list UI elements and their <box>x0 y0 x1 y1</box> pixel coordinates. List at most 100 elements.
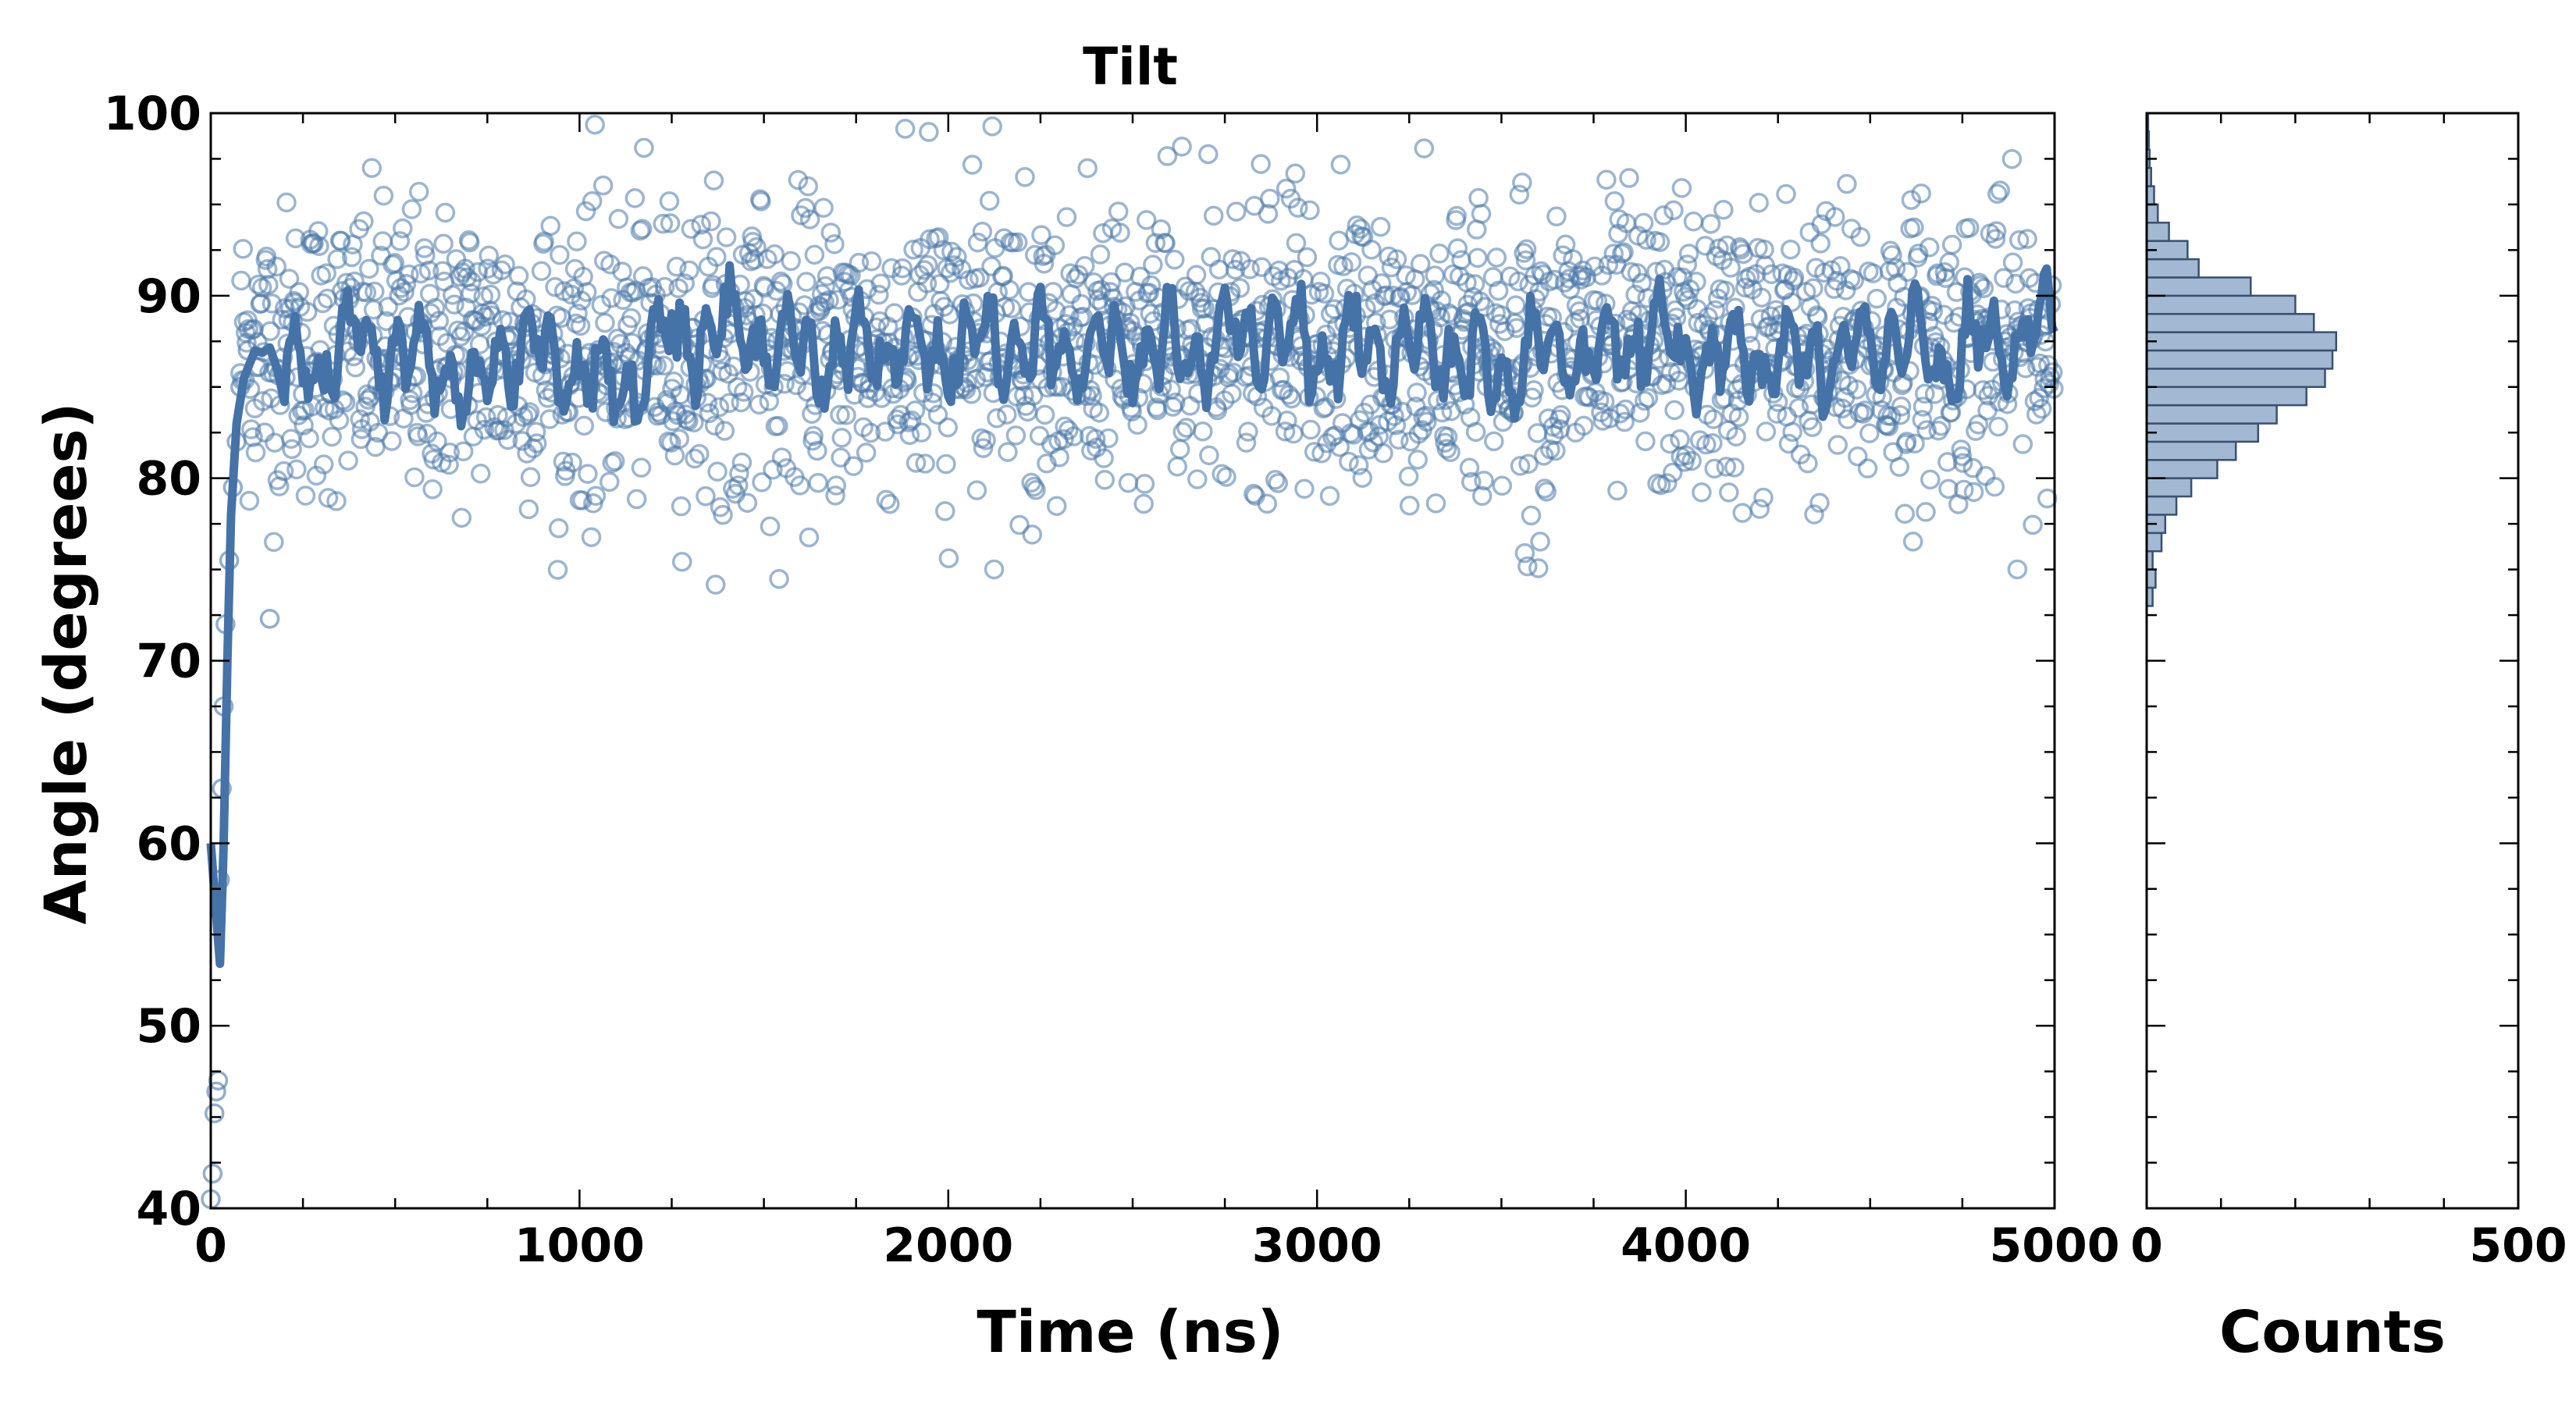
scatter-point <box>1251 154 1271 174</box>
scatter-point <box>1268 473 1288 493</box>
scatter-point <box>1379 246 1399 267</box>
scatter-point <box>422 478 443 500</box>
scatter-point <box>1407 450 1428 470</box>
scatter-point <box>1275 422 1296 442</box>
scatter-point <box>390 231 411 251</box>
scatter-point <box>905 400 926 421</box>
scatter-point <box>1133 493 1154 514</box>
scatter-point <box>1379 309 1400 330</box>
scatter-point <box>1990 180 2011 201</box>
scatter-point <box>329 410 350 431</box>
scatter-point <box>553 451 574 472</box>
scatter-point <box>696 486 716 507</box>
scatter-point <box>259 608 280 629</box>
scatter-point <box>495 254 515 275</box>
scatter-point <box>626 489 647 510</box>
scatter-point <box>527 433 547 454</box>
scatter-point <box>1719 482 1739 503</box>
scatter-point <box>1656 373 1677 394</box>
scatter-point <box>1363 432 1384 453</box>
scatter-point <box>1895 503 1916 524</box>
scatter-point <box>749 394 770 415</box>
scatter-point <box>1902 532 1923 552</box>
scatter-point <box>240 419 262 439</box>
scatter-point <box>1516 239 1537 259</box>
scatter-point <box>600 471 620 493</box>
scatter-point <box>433 233 454 254</box>
scatter-point <box>870 273 891 293</box>
scatter-point <box>258 275 279 295</box>
scatter-point <box>861 251 882 272</box>
scatter-point <box>1330 155 1351 175</box>
scatter-point <box>706 247 727 267</box>
x-tick-label: 4000 <box>1621 1218 1751 1273</box>
scatter-point <box>604 450 625 471</box>
scatter-point <box>518 499 539 520</box>
scatter-point <box>1386 249 1407 269</box>
scatter-point <box>807 440 827 461</box>
scatter-point <box>684 412 704 432</box>
scatter-point <box>1574 415 1594 436</box>
scatter-point <box>1803 278 1823 299</box>
scatter-point <box>286 459 307 480</box>
scatter-point <box>550 244 570 265</box>
scatter-point <box>1179 281 1200 301</box>
scatter-point <box>1901 190 1922 210</box>
scatter-point <box>1705 300 1726 321</box>
scatter-point <box>585 486 607 506</box>
scatter-point <box>1216 467 1236 487</box>
scatter-point <box>1347 215 1368 236</box>
scatter-point <box>435 202 456 223</box>
scatter-point <box>1085 429 1106 450</box>
scatter-point <box>1371 273 1392 293</box>
scatter-point <box>282 439 302 460</box>
scatter-point <box>1373 443 1393 464</box>
scatter-point <box>1810 233 1831 254</box>
scatter-point <box>547 560 568 580</box>
scatter-point <box>1031 225 1051 245</box>
scatter-point <box>906 453 927 473</box>
scatter-point <box>660 213 681 233</box>
scatter-point <box>1082 386 1102 406</box>
scatter-point <box>1015 167 1035 187</box>
scatter-point <box>257 258 278 279</box>
scatter-point <box>1026 480 1046 500</box>
scatter-point <box>2039 374 2059 394</box>
scatter-point <box>1678 244 1699 264</box>
scatter-point <box>746 237 767 258</box>
smoothed-line <box>206 261 2058 969</box>
scatter-point <box>1941 234 1962 255</box>
scatter-point <box>294 415 314 436</box>
scatter-point <box>679 260 699 281</box>
scatter-point <box>630 220 651 241</box>
scatter-point <box>1348 455 1369 475</box>
scatter-point <box>1850 226 1871 247</box>
scatter-point <box>1238 422 1258 442</box>
scatter-point <box>343 346 364 367</box>
scatter-point <box>361 158 382 179</box>
scatter-point <box>982 116 1002 137</box>
scatter-point <box>2002 252 2023 273</box>
histogram-bar <box>2145 532 2163 553</box>
scatter-point <box>2017 229 2037 249</box>
scatter-point <box>1670 429 1690 450</box>
scatter-point <box>1896 432 1917 452</box>
scatter-point <box>338 450 358 471</box>
scatter-point <box>508 265 529 286</box>
scatter-point <box>1987 183 2008 205</box>
scatter-point <box>802 404 822 424</box>
scatter-point <box>979 190 1000 212</box>
scatter-point <box>1939 252 1959 272</box>
scatter-point <box>1882 245 1902 265</box>
scatter-point <box>1660 433 1681 454</box>
scatter-point <box>1486 247 1507 268</box>
histogram-bar <box>2145 386 2307 407</box>
y-tick-label: 50 <box>137 999 202 1054</box>
scatter-point <box>480 284 501 305</box>
scatter-point <box>1635 431 1656 452</box>
scatter-point <box>444 294 464 315</box>
scatter-point <box>233 239 254 259</box>
scatter-point <box>1361 240 1382 260</box>
scatter-point <box>1657 473 1678 493</box>
scatter-point <box>1767 404 1788 424</box>
